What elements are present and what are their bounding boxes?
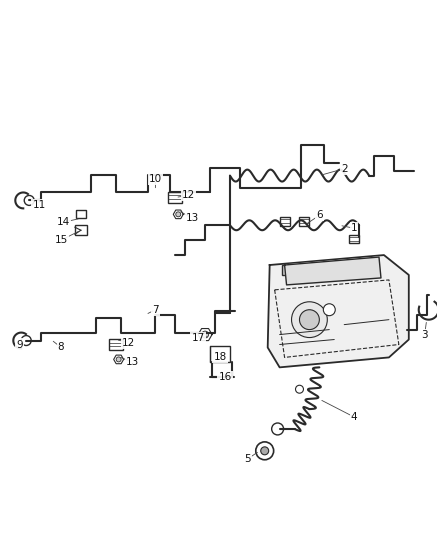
Circle shape [296, 385, 304, 393]
Circle shape [201, 331, 208, 338]
Text: 14: 14 [57, 217, 70, 227]
Bar [210, 346, 230, 362]
Circle shape [24, 196, 34, 205]
Circle shape [323, 304, 335, 316]
Circle shape [292, 302, 327, 337]
Text: 6: 6 [316, 211, 323, 220]
Text: 1: 1 [351, 223, 357, 233]
Polygon shape [173, 210, 183, 219]
Circle shape [21, 336, 31, 345]
Text: 12: 12 [182, 190, 195, 200]
Text: 9: 9 [16, 340, 23, 350]
Text: 4: 4 [351, 412, 357, 422]
Circle shape [116, 357, 121, 362]
Text: 15: 15 [54, 235, 67, 245]
Text: 3: 3 [421, 329, 428, 340]
Polygon shape [285, 257, 381, 285]
Text: 13: 13 [126, 358, 139, 367]
Text: 7: 7 [152, 305, 159, 314]
Text: 18: 18 [213, 352, 226, 362]
Circle shape [272, 423, 283, 435]
Text: 5: 5 [244, 454, 251, 464]
Bar [349, 235, 359, 243]
Text: 16: 16 [218, 372, 232, 382]
Polygon shape [268, 255, 409, 367]
Circle shape [256, 442, 274, 460]
Text: 8: 8 [58, 343, 64, 352]
Circle shape [300, 310, 319, 329]
Bar [279, 217, 290, 226]
Bar [76, 211, 86, 219]
Circle shape [176, 212, 181, 217]
Text: 10: 10 [149, 174, 162, 183]
Polygon shape [114, 355, 124, 364]
Bar [282, 265, 297, 275]
Text: 11: 11 [32, 200, 46, 211]
Bar [168, 192, 182, 203]
Circle shape [261, 447, 268, 455]
Bar [300, 217, 309, 226]
Bar [75, 225, 87, 235]
Text: 12: 12 [122, 337, 135, 348]
Bar [109, 339, 123, 350]
Polygon shape [198, 328, 212, 341]
Text: 13: 13 [186, 213, 199, 223]
Text: 17: 17 [191, 333, 205, 343]
Text: 2: 2 [341, 164, 347, 174]
